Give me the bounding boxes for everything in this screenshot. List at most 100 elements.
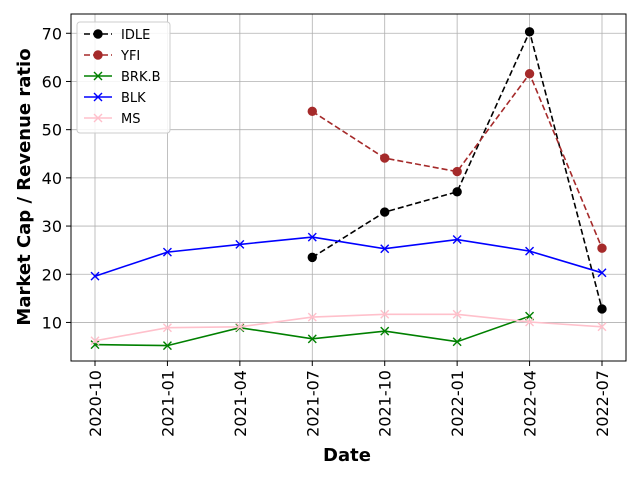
- data-point-blk: [307, 232, 317, 242]
- legend-label: YFI: [120, 49, 140, 64]
- data-point-idle: [452, 187, 462, 197]
- marker-stroke: [452, 309, 462, 319]
- data-point-brk-b: [90, 340, 100, 350]
- x-tick-label: 2021-07: [303, 370, 322, 437]
- y-tick-label: 70: [42, 24, 62, 43]
- marker-stroke: [307, 334, 317, 344]
- y-tick-label: 30: [42, 217, 62, 236]
- marker-stroke: [93, 113, 103, 123]
- x-tick-label: 2020-10: [86, 370, 105, 437]
- data-point-yfi: [307, 106, 317, 117]
- y-tick-label: 20: [42, 265, 62, 284]
- marker-stroke: [90, 336, 100, 346]
- legend-item-brk-b: BRK.B: [84, 70, 161, 85]
- plot-frame: [70, 13, 627, 362]
- legend-label: MS: [121, 112, 140, 127]
- x-tick-label: 2022-01: [448, 370, 467, 437]
- data-point-ms: [597, 322, 607, 332]
- data-point-idle: [307, 252, 317, 263]
- marker-stroke: [380, 309, 390, 319]
- series-line-ms: [94, 313, 603, 342]
- x-tick-label: 2022-07: [593, 370, 612, 437]
- data-point-ms: [90, 336, 100, 346]
- data-point-brk-b: [380, 326, 390, 336]
- x-tick-label: 2021-10: [376, 370, 395, 437]
- marker-stroke: [307, 232, 317, 242]
- marker-stroke: [597, 322, 607, 332]
- marker-stroke: [90, 271, 100, 281]
- legend-swatch-marker: [93, 92, 103, 102]
- marker-stroke: [93, 92, 103, 102]
- data-point-brk-b: [452, 337, 462, 347]
- data-point-brk-b: [162, 341, 172, 351]
- data-point-yfi: [597, 243, 607, 253]
- marker-stroke: [597, 268, 607, 278]
- series-idle: [307, 27, 607, 314]
- marker-stroke: [307, 312, 317, 322]
- data-point-brk-b: [307, 334, 317, 344]
- data-point-yfi: [380, 153, 390, 163]
- y-tick-label: 60: [42, 72, 62, 91]
- data-point-blk: [162, 247, 172, 257]
- axes-layer: 2020-10 2021-01 2021-04 2021-07 2021-10 2022-…: [42, 13, 627, 437]
- series-layer: [90, 27, 607, 351]
- legend-item-ms: MS: [84, 112, 140, 127]
- series-ms: [90, 309, 607, 346]
- marker-stroke: [162, 323, 172, 333]
- data-point-idle: [597, 304, 607, 314]
- marker-stroke: [525, 317, 535, 327]
- data-point-blk: [525, 246, 535, 256]
- legend-item-yfi: YFI: [84, 49, 140, 64]
- x-tick-label: 2021-01: [158, 370, 177, 437]
- legend-swatch-marker: [93, 29, 103, 39]
- series-line-yfi: [311, 72, 603, 249]
- data-point-ms: [452, 309, 462, 319]
- marker-stroke: [162, 247, 172, 257]
- series-blk: [90, 232, 607, 281]
- marker-stroke: [380, 244, 390, 254]
- legend: IDLE YFI BRK.B BLK MS: [76, 21, 171, 134]
- data-point-ms: [235, 322, 245, 332]
- data-point-blk: [235, 239, 245, 249]
- marker-stroke: [90, 340, 100, 350]
- legend-label: BLK: [121, 91, 146, 106]
- x-tick-label: 2021-04: [231, 370, 250, 437]
- data-point-idle: [380, 207, 390, 217]
- marker-stroke: [452, 337, 462, 347]
- legend-swatch-marker: [93, 113, 103, 123]
- legend-swatch-marker: [93, 50, 103, 60]
- series-line-blk: [94, 236, 603, 277]
- data-point-ms: [162, 323, 172, 333]
- data-point-blk: [452, 235, 462, 245]
- data-point-ms: [380, 309, 390, 319]
- data-point-blk: [90, 271, 100, 281]
- series-yfi: [307, 69, 607, 253]
- marker-stroke: [525, 246, 535, 256]
- marker-stroke: [93, 71, 103, 81]
- legend-item-blk: BLK: [84, 91, 146, 106]
- y-tick-label: 40: [42, 169, 62, 188]
- data-point-yfi: [524, 69, 535, 79]
- x-tick-label: 2022-04: [521, 370, 540, 437]
- legend-swatch-marker: [93, 71, 103, 81]
- y-axis-label: Market Cap / Revenue ratio: [14, 48, 35, 325]
- marker-stroke: [235, 322, 245, 332]
- data-point-idle: [524, 27, 535, 37]
- x-axis-label: Date: [323, 445, 371, 466]
- y-tick-label: 50: [42, 121, 62, 140]
- legend-label: BRK.B: [121, 70, 161, 85]
- data-point-blk: [597, 268, 607, 278]
- marker-stroke: [452, 235, 462, 245]
- marker-stroke: [235, 239, 245, 249]
- marker-stroke: [162, 341, 172, 351]
- legend-item-idle: IDLE: [84, 28, 150, 43]
- data-point-yfi: [452, 166, 462, 177]
- data-point-ms: [525, 317, 535, 327]
- data-point-ms: [307, 312, 317, 322]
- series-line-idle: [311, 29, 603, 310]
- legend-box: [76, 21, 171, 134]
- y-tick-label: 10: [42, 313, 62, 332]
- marker-stroke: [380, 326, 390, 336]
